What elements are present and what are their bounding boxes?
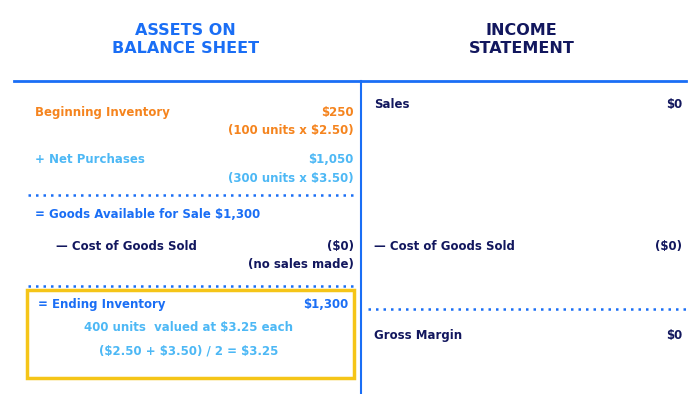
Text: $0: $0 [666,98,682,111]
Text: + Net Purchases: + Net Purchases [35,153,145,166]
Text: ASSETS ON
BALANCE SHEET: ASSETS ON BALANCE SHEET [112,23,259,56]
Text: ($2.50 + $3.50) / 2 = $3.25: ($2.50 + $3.50) / 2 = $3.25 [99,345,279,358]
Text: Beginning Inventory: Beginning Inventory [35,106,170,119]
Text: 400 units  valued at $3.25 each: 400 units valued at $3.25 each [85,322,293,334]
Text: Sales: Sales [374,98,410,111]
Text: $0: $0 [666,329,682,342]
Text: Gross Margin: Gross Margin [374,329,463,342]
Text: $250: $250 [321,106,354,119]
Text: — Cost of Goods Sold: — Cost of Goods Sold [56,240,197,253]
Text: = Ending Inventory: = Ending Inventory [38,298,166,310]
FancyBboxPatch shape [27,290,354,378]
Text: — Cost of Goods Sold: — Cost of Goods Sold [374,240,515,253]
Text: INCOME
STATEMENT: INCOME STATEMENT [468,23,575,56]
Text: ($0): ($0) [326,240,354,253]
Text: $1,050: $1,050 [308,153,354,166]
Text: $1,300: $1,300 [302,298,348,310]
Text: ($0): ($0) [655,240,682,253]
Text: (300 units x $3.50): (300 units x $3.50) [228,172,354,184]
Text: = Goods Available for Sale $1,300: = Goods Available for Sale $1,300 [35,208,260,221]
Text: (100 units x $2.50): (100 units x $2.50) [228,125,354,137]
Text: (no sales made): (no sales made) [248,258,354,271]
